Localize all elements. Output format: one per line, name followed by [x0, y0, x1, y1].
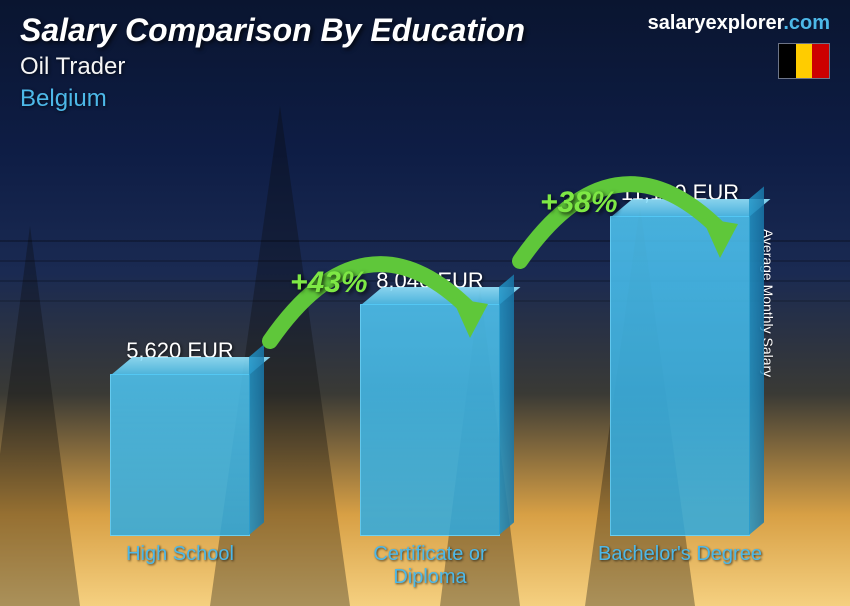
brand-area: salaryexplorer.com: [648, 12, 830, 79]
brand-suffix: .com: [783, 12, 830, 34]
country-label: Belgium: [20, 85, 525, 113]
subtitle: Oil Trader: [20, 53, 525, 81]
flag-stripe: [779, 44, 796, 78]
brand-name: salaryexplorer: [648, 12, 784, 34]
title-block: Salary Comparison By Education Oil Trade…: [20, 12, 525, 113]
bar-label: High School: [90, 543, 270, 566]
flag-icon: [778, 43, 830, 79]
increase-percentage: +38%: [540, 186, 618, 220]
header: Salary Comparison By Education Oil Trade…: [20, 12, 830, 113]
increase-percentage: +43%: [290, 266, 368, 300]
bar: High School: [110, 374, 250, 536]
bar-label: Certificate or Diploma: [340, 543, 520, 589]
main-title: Salary Comparison By Education: [20, 12, 525, 49]
brand-logo: salaryexplorer.com: [648, 12, 830, 35]
flag-stripe: [796, 44, 813, 78]
bar-group: 5,620 EURHigh School: [100, 338, 260, 536]
salary-chart: 5,620 EURHigh School8,040 EURCertificate…: [60, 136, 800, 586]
bar-label: Bachelor's Degree: [590, 543, 770, 566]
flag-stripe: [812, 44, 829, 78]
